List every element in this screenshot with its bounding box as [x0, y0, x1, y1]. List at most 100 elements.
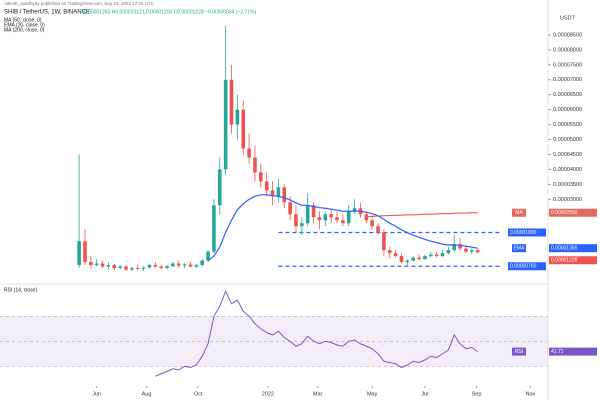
y-tick-label: 0.00005500	[553, 122, 582, 128]
y-tick-label: 0.00008000	[553, 47, 582, 53]
candle-body	[94, 263, 99, 266]
candle-body	[83, 241, 87, 263]
candle-body	[282, 187, 287, 203]
series-tag-box	[512, 208, 526, 217]
y-tick-label: 0.00006000	[553, 107, 582, 113]
candle-body	[294, 214, 298, 227]
moving-average-line	[207, 194, 478, 262]
candle-body	[288, 202, 292, 215]
candle-body	[264, 181, 269, 191]
candle-body	[176, 263, 181, 266]
candle-body	[165, 266, 169, 269]
candle-body	[182, 264, 187, 266]
candle-body	[393, 253, 398, 257]
chart-title: SHIB / TetherUS, 1W, BINANCE	[4, 10, 90, 16]
candle-body	[194, 265, 199, 267]
candle-body	[100, 263, 105, 267]
candle-body	[130, 268, 134, 270]
candle-body	[223, 79, 228, 170]
series-label: 0.00001365	[551, 246, 578, 252]
candle-body	[253, 157, 257, 173]
candle-body	[112, 265, 117, 269]
price-label: 0.00001228	[551, 258, 578, 264]
candle-body	[235, 109, 240, 125]
y-tick-label: 0.00006500	[553, 92, 582, 98]
candle-body	[335, 217, 339, 221]
candle-body	[300, 223, 304, 227]
candle-body	[346, 211, 351, 224]
candle-body	[470, 250, 474, 252]
candle-body	[352, 208, 357, 212]
candle-body	[159, 266, 163, 269]
candle-body	[405, 260, 410, 263]
y-tick-label: 0.00003000	[553, 197, 582, 203]
x-tick-label: Jul	[421, 391, 428, 397]
y-tick-label: 0.00007500	[553, 62, 582, 68]
publisher: rakesh_upadhyay published on TradingView…	[4, 1, 155, 6]
candle-body	[141, 267, 146, 269]
rsi-line	[155, 289, 478, 377]
level-label-box	[508, 262, 546, 271]
ma200-legend: MA (200, close, 0)	[4, 27, 45, 33]
candle-body	[229, 79, 234, 125]
series-label: 0.00002550	[551, 210, 578, 216]
level-label: 0.00001890	[510, 230, 537, 236]
series-legend: EMA (20, close, 0)	[4, 22, 45, 28]
x-tick-label: Sep	[472, 391, 482, 397]
series-tag: EMA	[514, 246, 526, 252]
candle-body	[423, 256, 427, 260]
candle-body	[364, 214, 369, 221]
currency: USDT	[560, 15, 576, 21]
candle-body	[118, 266, 122, 269]
series-legend: MA (50, close, 0)	[4, 17, 42, 23]
x-tick-label: 2022	[262, 391, 274, 397]
candle-body	[428, 254, 433, 257]
candle-body	[171, 263, 175, 267]
candle-body	[387, 250, 392, 254]
candle-body	[247, 148, 251, 158]
candle-body	[434, 254, 439, 257]
series-tag-box	[512, 244, 526, 253]
series-label-box	[549, 244, 597, 253]
rsi-legend: RSI (14, close)	[4, 287, 37, 293]
y-tick-label: 0.00008500	[553, 32, 582, 38]
x-tick-label: Nov	[526, 391, 536, 397]
moving-average-line	[366, 212, 478, 218]
candle-body	[311, 205, 316, 218]
y-tick-label: 0.00003500	[553, 182, 582, 188]
candle-body	[341, 220, 345, 224]
candle-body	[270, 190, 275, 197]
x-tick-label: Mar	[313, 391, 323, 397]
candle-body	[446, 250, 451, 254]
candle-body	[188, 264, 193, 267]
candle-body	[305, 205, 310, 224]
y-tick-label: 0.00004500	[553, 152, 582, 158]
candle-body	[382, 232, 386, 251]
candle-body	[135, 268, 140, 269]
rsi-label-box	[549, 347, 597, 356]
candle-body	[317, 217, 322, 221]
candle-body	[417, 257, 421, 260]
rsi-tag: RSI	[515, 349, 523, 355]
price-label-box	[549, 256, 597, 265]
candle-body	[329, 214, 333, 218]
candle-body	[241, 109, 246, 149]
candle-body	[276, 187, 281, 197]
candle-body	[475, 250, 480, 253]
candle-body	[411, 257, 415, 261]
level-label-box	[508, 228, 546, 237]
candle-body	[452, 244, 457, 251]
series-tag: MA	[515, 210, 523, 216]
level-label: 0.00000760	[510, 264, 537, 270]
candle-body	[464, 248, 468, 252]
x-tick-label: May	[367, 391, 378, 397]
candle-body	[200, 260, 205, 266]
x-tick-label: Aug	[142, 391, 152, 397]
candle-body	[370, 220, 374, 227]
candle-body	[259, 172, 263, 182]
candle-body	[124, 266, 128, 270]
candle-body	[399, 256, 404, 263]
ohlc-text: O0.00001263 H0.00001312 L0.00001200 C0.0…	[80, 9, 257, 15]
candle-body	[212, 205, 216, 252]
